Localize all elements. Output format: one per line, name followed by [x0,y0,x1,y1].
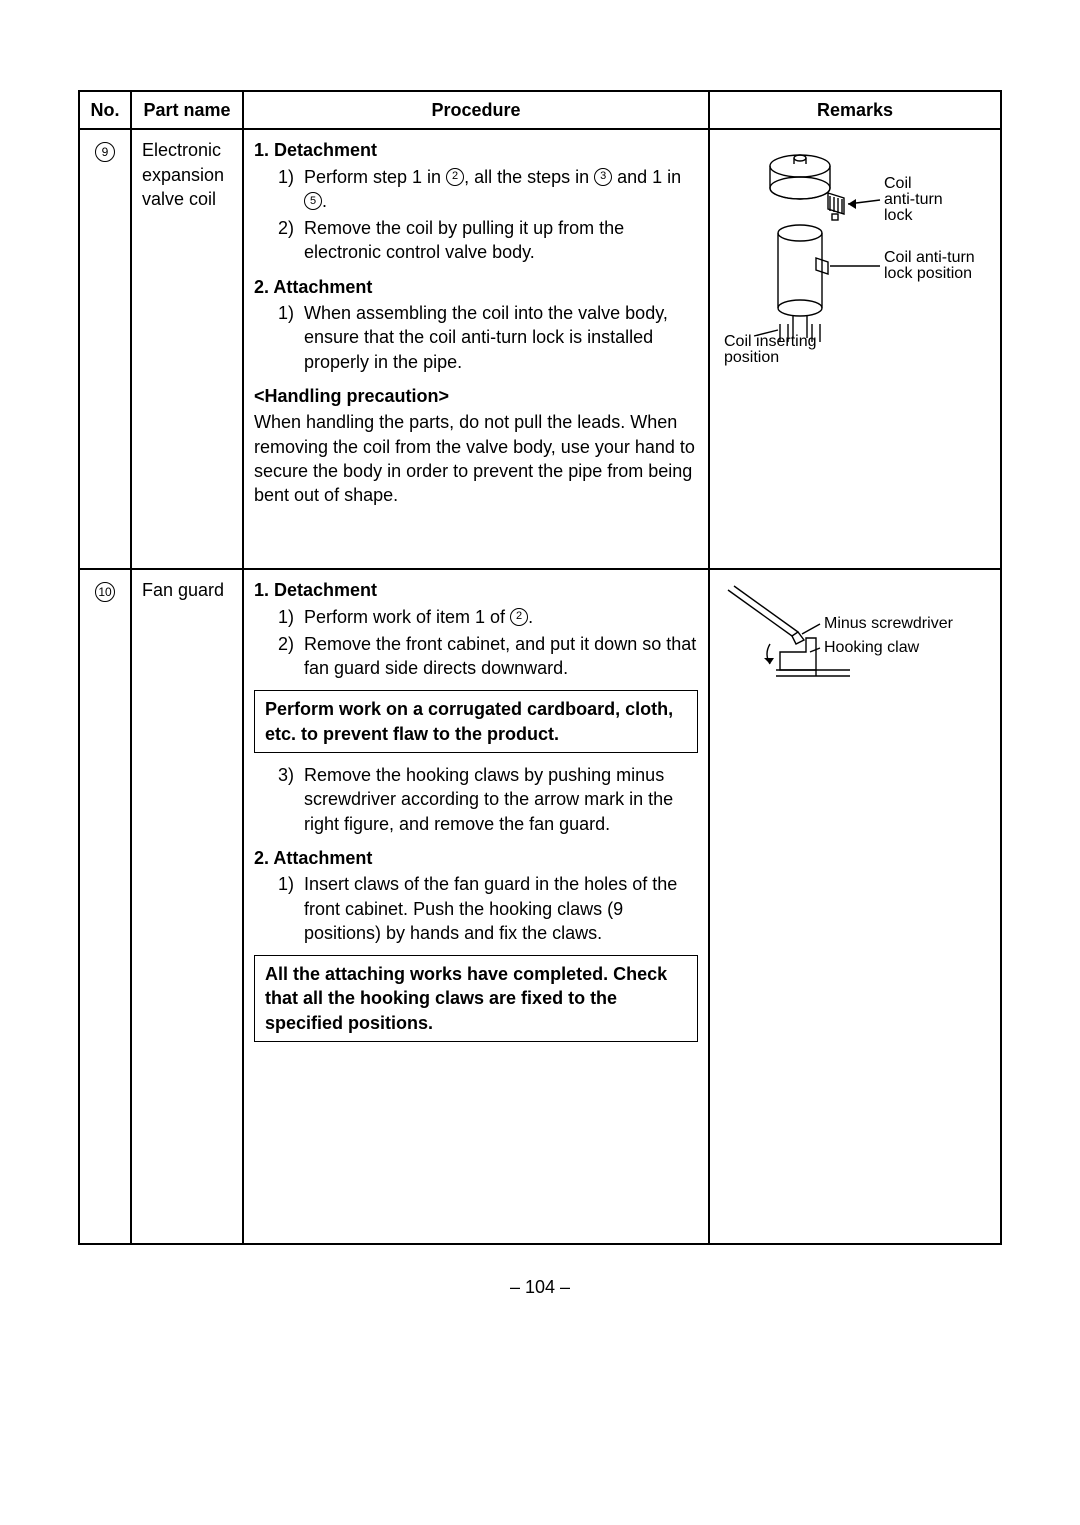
circled-number-icon: 9 [95,142,115,162]
precaution-title: <Handling precaution> [254,384,698,408]
part-name: Electronic expansion valve coil [142,140,224,209]
row-number-cell: 9 [79,129,131,569]
diagram-label: Coil [884,175,912,192]
step-body: When assembling the coil into the valve … [304,301,698,374]
circled-ref-icon: 2 [446,168,464,186]
step-body: Insert claws of the fan guard in the hol… [304,872,698,945]
step-number: 1) [278,165,304,214]
step-body: Perform work of item 1 of 2. [304,605,698,629]
header-remarks: Remarks [709,91,1001,129]
header-procedure: Procedure [243,91,709,129]
step-body: Perform step 1 in 2, all the steps in 3 … [304,165,698,214]
procedure-table: No. Part name Procedure Remarks 9 Electr… [78,90,1002,1245]
step-body: Remove the coil by pulling it up from th… [304,216,698,265]
part-name: Fan guard [142,580,224,600]
step-number: 2) [278,216,304,265]
coil-diagram: Coil anti-turn lock Coil anti-turn lock … [720,138,990,374]
attachment-steps: 1) When assembling the coil into the val… [254,301,698,374]
coil-diagram-svg: Coil anti-turn lock Coil anti-turn lock … [720,138,990,368]
step: 3) Remove the hooking claws by pushing m… [278,763,698,836]
attachment-steps: 1) Insert claws of the fan guard in the … [254,872,698,945]
detachment-steps: 1) Perform step 1 in 2, all the steps in… [254,165,698,265]
diagram-label: position [724,349,779,366]
diagram-label: lock position [884,265,972,282]
diagram-label: lock [884,207,913,224]
table-row: 9 Electronic expansion valve coil 1. Det… [79,129,1001,569]
diagram-label: Minus screwdriver [824,615,954,632]
step: 1) Perform work of item 1 of 2. [278,605,698,629]
diagram-label: Coil anti-turn [884,249,975,266]
step: 2) Remove the front cabinet, and put it … [278,632,698,681]
detachment-title: 1. Detachment [254,138,698,162]
diagram-label: Coil inserting [724,333,816,350]
step-number: 1) [278,605,304,629]
precaution-body: When handling the parts, do not pull the… [254,410,698,507]
step-body: Remove the hooking claws by pushing minu… [304,763,698,836]
claw-diagram-svg: Minus screwdriver Hooking claw [720,578,990,698]
step-number: 3) [278,763,304,836]
step-number: 1) [278,301,304,374]
step-number: 2) [278,632,304,681]
step: 1) Insert claws of the fan guard in the … [278,872,698,945]
part-name-cell: Electronic expansion valve coil [131,129,243,569]
diagram-label: anti-turn [884,191,943,208]
circled-ref-icon: 2 [510,608,528,626]
step-body: Remove the front cabinet, and put it dow… [304,632,698,681]
circled-number-icon: 10 [95,582,115,602]
step-number: 1) [278,872,304,945]
procedure-cell: 1. Detachment 1) Perform step 1 in 2, al… [243,129,709,569]
step: 1) Perform step 1 in 2, all the steps in… [278,165,698,214]
detachment-title: 1. Detachment [254,578,698,602]
diagram-label: Hooking claw [824,639,920,656]
part-name-cell: Fan guard [131,569,243,1244]
step: 2) Remove the coil by pulling it up from… [278,216,698,265]
table-row: 10 Fan guard 1. Detachment 1) Perform wo… [79,569,1001,1244]
procedure-cell: 1. Detachment 1) Perform work of item 1 … [243,569,709,1244]
detachment-steps-cont: 3) Remove the hooking claws by pushing m… [254,763,698,836]
detachment-steps: 1) Perform work of item 1 of 2. 2) Remov… [254,605,698,681]
note-box: All the attaching works have completed. … [254,955,698,1042]
table-header-row: No. Part name Procedure Remarks [79,91,1001,129]
page-number: – 104 – [78,1275,1002,1299]
circled-ref-icon: 5 [304,192,322,210]
row-number-cell: 10 [79,569,131,1244]
remarks-cell: Minus screwdriver Hooking claw [709,569,1001,1244]
claw-diagram: Minus screwdriver Hooking claw [720,578,990,704]
header-no: No. [79,91,131,129]
attachment-title: 2. Attachment [254,275,698,299]
note-box: Perform work on a corrugated cardboard, … [254,690,698,753]
circled-ref-icon: 3 [594,168,612,186]
remarks-cell: Coil anti-turn lock Coil anti-turn lock … [709,129,1001,569]
header-part: Part name [131,91,243,129]
step: 1) When assembling the coil into the val… [278,301,698,374]
attachment-title: 2. Attachment [254,846,698,870]
